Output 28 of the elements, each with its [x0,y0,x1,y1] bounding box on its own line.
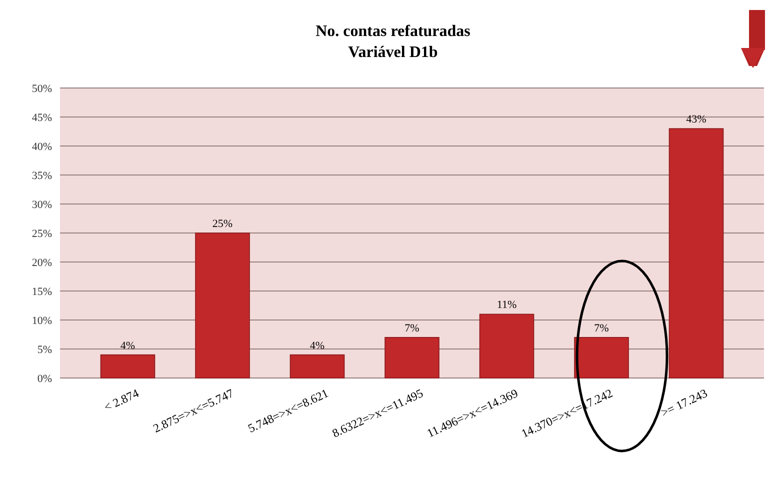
y-tick-label: 10% [32,315,52,327]
y-tick-label: 25% [32,228,52,240]
chart-title: No. contas refaturadas Variável D1b [316,23,470,61]
y-tick-label: 40% [32,141,52,153]
data-label: 7% [594,322,609,334]
data-label: 7% [404,322,420,334]
y-tick-label: 30% [32,199,52,211]
data-label: 4% [310,340,325,352]
bar [100,354,156,378]
data-label: 11% [496,299,517,312]
bar [668,128,724,378]
bar [479,314,534,378]
bar [574,337,629,378]
y-tick-label: 35% [32,170,52,182]
data-label: 43% [686,114,706,126]
data-label: 25% [212,218,233,230]
data-label: 4% [120,340,136,352]
bar [195,232,250,378]
x-tick-label: < 2.874 [102,386,142,414]
y-tick-label: 45% [32,112,52,124]
y-tick-label: 15% [32,286,52,298]
y-tick-label: 5% [37,344,52,356]
y-tick-label: 50% [32,83,52,95]
bar [384,337,440,378]
x-tick-label: >= 17.243 [658,386,710,420]
y-tick-label: 0% [37,373,52,385]
y-tick-label: 20% [32,257,52,269]
bar [290,354,345,378]
